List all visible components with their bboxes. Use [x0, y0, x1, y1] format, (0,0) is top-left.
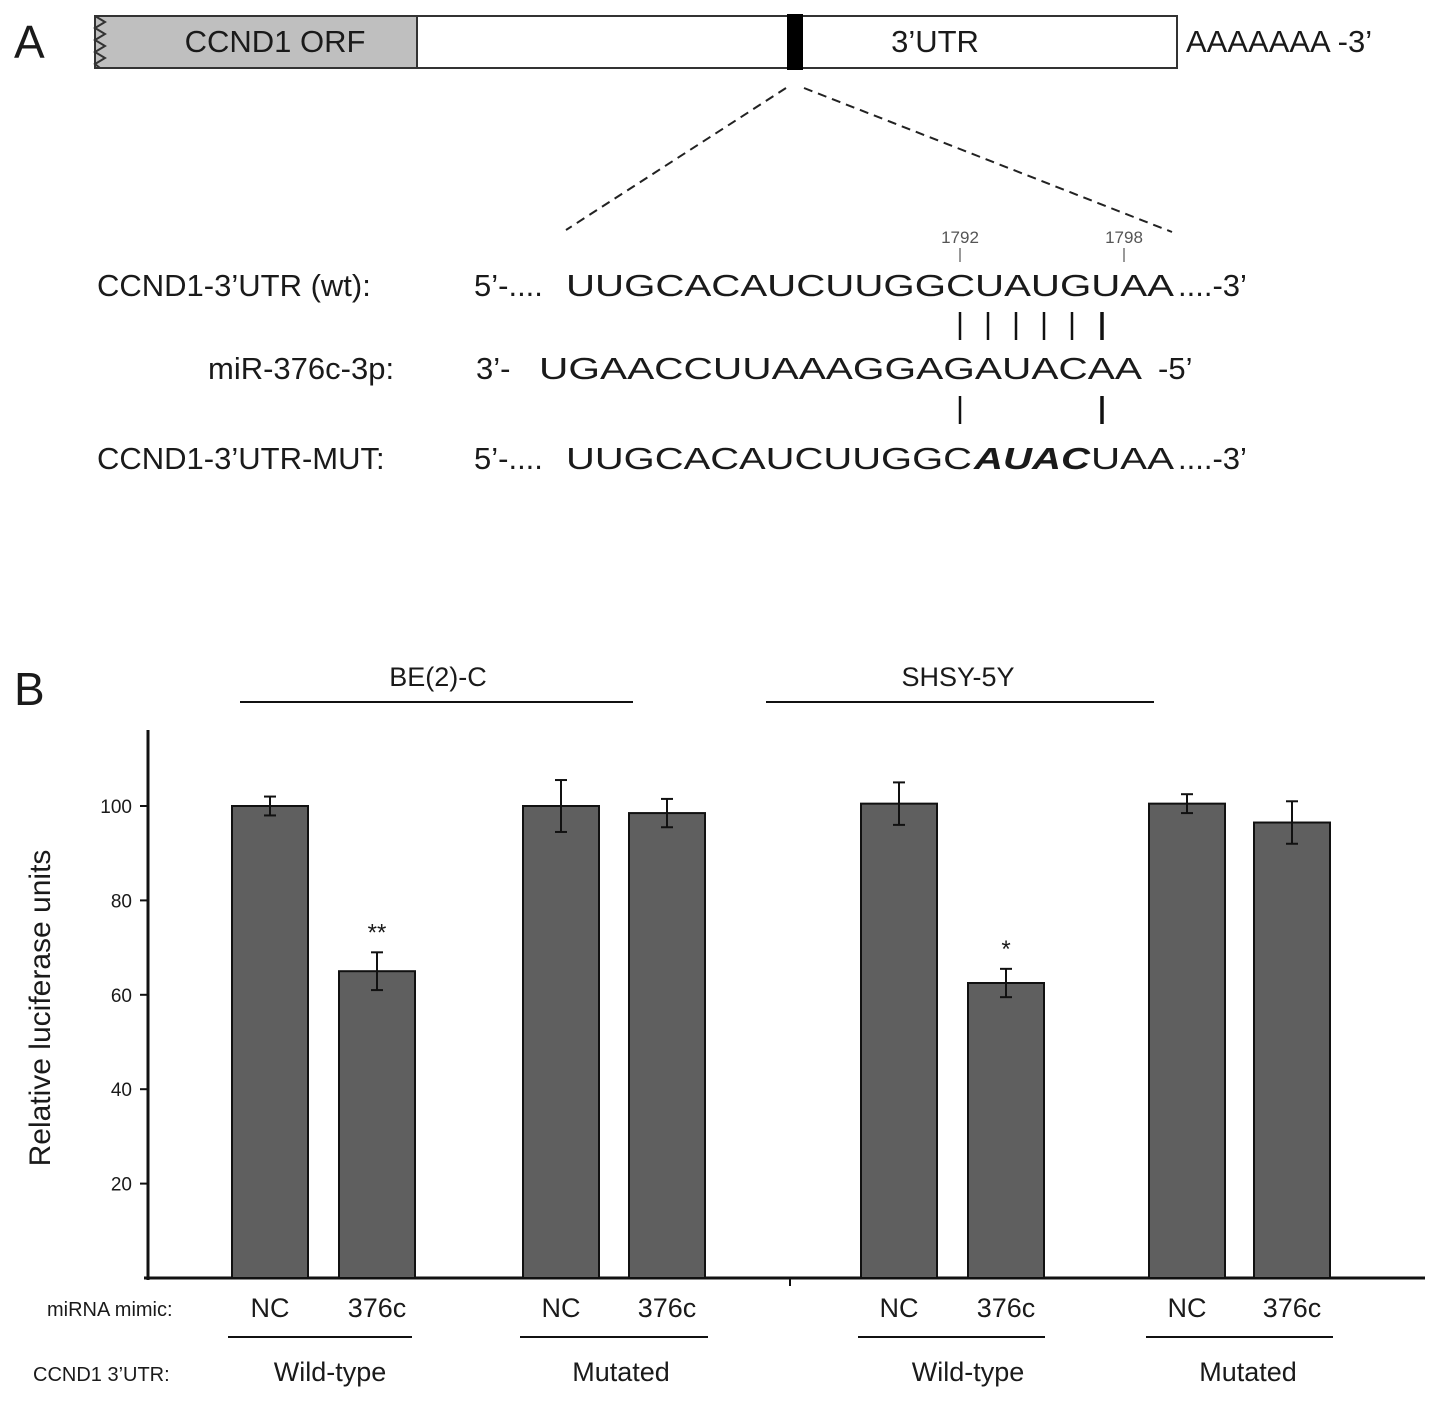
bar-4 — [628, 812, 706, 1280]
mut-sequence-plain-2: UAA — [1091, 441, 1174, 476]
bar-6 — [967, 982, 1045, 1279]
y-tick-label-20: 20 — [111, 1175, 132, 1196]
zoom-line-right — [803, 87, 1173, 233]
mirna-label: miR-376c-3p: — [208, 351, 394, 386]
error-bars — [264, 779, 1298, 999]
mut-pairing-lines — [958, 396, 1104, 424]
mut-label: CCND1-3’UTR-MUT: — [97, 441, 385, 476]
significance-mark-6: * — [1001, 936, 1010, 963]
mut-suffix: ....-3’ — [1178, 441, 1247, 476]
wt-label: CCND1-3’UTR (wt): — [97, 268, 371, 303]
x-category-label-8: 376c — [1263, 1293, 1322, 1323]
significance-mark-2: ** — [368, 919, 387, 946]
bar-3 — [522, 805, 600, 1279]
mirna-suffix: -5’ — [1158, 351, 1192, 386]
significance-marks: *** — [368, 919, 1011, 963]
orf-label: CCND1 ORF — [185, 24, 366, 59]
mut-prefix: 5’-.... — [474, 441, 543, 476]
wt-sequence: UUGCACAUCUUGGCUAUGUAA — [566, 268, 1174, 303]
mut-sequence-plain-1: UUGCACAUCUUGGC — [566, 441, 972, 476]
group-label-4: Mutated — [1199, 1357, 1297, 1387]
mut-sequence-mutated: AUAC — [973, 441, 1091, 476]
y-tick-label-100: 100 — [100, 797, 132, 818]
x-category-label-4: 376c — [638, 1293, 697, 1323]
utr-header: CCND1 3’UTR: — [33, 1364, 170, 1386]
x-category-label-5: NC — [880, 1293, 919, 1323]
mirna-mimic-header: miRNA mimic: — [47, 1299, 173, 1321]
mrna-schematic: CCND1 ORF 3’UTR AAAAAAA -3’ — [93, 14, 1372, 233]
position-1792: 1792 — [941, 228, 979, 247]
bar-7 — [1148, 802, 1226, 1279]
x-category-label-1: NC — [251, 1293, 290, 1323]
cell-line-be2c: BE(2)-C — [389, 662, 487, 692]
x-category-labels: NC 376c NC 376c NC 376c NC 376c — [251, 1293, 1322, 1323]
mirna-sequence: UGAACCUUAAAGGAGAUACAA — [539, 351, 1142, 386]
x-category-label-6: 376c — [977, 1293, 1036, 1323]
sequence-alignment: CCND1-3’UTR (wt): 5’-.... UUGCACAUCUUGGC… — [97, 268, 1247, 476]
panel-b-letter: B — [14, 663, 45, 715]
group-label-3: Wild-type — [912, 1357, 1025, 1387]
x-category-label-7: NC — [1168, 1293, 1207, 1323]
bar-8 — [1253, 821, 1331, 1280]
utr-label: 3’UTR — [891, 24, 979, 59]
polya-tail: AAAAAAA -3’ — [1186, 24, 1372, 59]
x-category-label-2: 376c — [348, 1293, 407, 1323]
bars — [231, 802, 1331, 1280]
cell-line-shsy5y: SHSY-5Y — [901, 662, 1014, 692]
y-tick-label-40: 40 — [111, 1080, 132, 1101]
group-label-2: Mutated — [572, 1357, 670, 1387]
x-category-label-3: NC — [542, 1293, 581, 1323]
y-axis-label: Relative luciferase units — [24, 850, 57, 1167]
orf-zigzag-edge — [93, 15, 107, 69]
group-label-1: Wild-type — [274, 1357, 387, 1387]
mirna-prefix: 3’- — [476, 351, 510, 386]
panel-a-letter: A — [14, 16, 45, 68]
y-tick-label-80: 80 — [111, 891, 132, 912]
orf-box — [94, 15, 418, 69]
target-site-marker — [787, 14, 803, 70]
group-labels: Wild-type Mutated Wild-type Mutated — [228, 1336, 1333, 1387]
bar-5 — [860, 802, 938, 1279]
bar-1 — [231, 805, 309, 1279]
wt-prefix: 5’-.... — [474, 268, 543, 303]
wt-pairing-lines — [958, 312, 1104, 340]
zoom-line-left — [565, 87, 787, 231]
position-1798: 1798 — [1105, 228, 1143, 247]
y-tick-label-60: 60 — [111, 986, 132, 1007]
wt-suffix: ....-3’ — [1178, 268, 1247, 303]
bar-2 — [338, 970, 416, 1279]
